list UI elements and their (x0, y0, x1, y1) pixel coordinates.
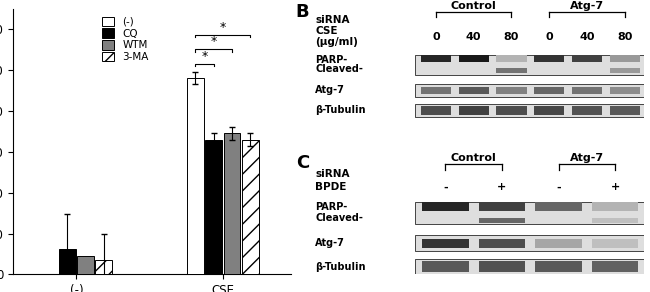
Bar (610, 106, 640, 115)
Bar (415, 104, 644, 117)
Text: -: - (556, 182, 561, 192)
Bar (415, 259, 644, 274)
Text: PARP-: PARP- (315, 202, 348, 213)
Bar (479, 202, 525, 211)
Text: +: + (497, 182, 506, 192)
Bar (497, 106, 526, 115)
Bar (592, 202, 638, 211)
Bar (592, 218, 638, 223)
Bar (459, 106, 489, 115)
Bar (459, 55, 489, 62)
Text: (μg/ml): (μg/ml) (315, 37, 358, 47)
Text: 80: 80 (504, 32, 519, 42)
Bar (572, 106, 602, 115)
Bar (497, 87, 526, 94)
Bar (205, 140, 222, 274)
Bar (497, 55, 526, 62)
Bar (415, 235, 644, 251)
Text: 80: 80 (617, 32, 632, 42)
Bar (479, 261, 525, 272)
Text: +: + (610, 182, 620, 192)
Text: siRNA: siRNA (315, 15, 350, 25)
Bar (534, 87, 564, 94)
Bar (459, 87, 489, 94)
Text: 40: 40 (579, 32, 595, 42)
Text: Atg-7: Atg-7 (570, 1, 604, 11)
Bar (422, 202, 469, 211)
Bar (224, 133, 240, 274)
Bar (421, 106, 451, 115)
Bar (497, 69, 526, 73)
Bar (479, 239, 525, 248)
Legend: (-), CQ, WTM, 3-MA: (-), CQ, WTM, 3-MA (101, 17, 149, 62)
Bar (421, 55, 451, 62)
Text: β-Tubulin: β-Tubulin (315, 262, 366, 272)
Bar (96, 260, 112, 274)
Bar (536, 261, 582, 272)
Bar (479, 218, 525, 223)
Text: siRNA: siRNA (315, 169, 350, 179)
Text: CSE: CSE (315, 26, 338, 36)
Text: Atg-7: Atg-7 (570, 153, 604, 163)
Bar (242, 140, 259, 274)
Text: Control: Control (451, 153, 497, 163)
Bar (534, 106, 564, 115)
Text: -: - (443, 182, 448, 192)
Bar (59, 249, 75, 274)
Text: *: * (211, 35, 216, 48)
Text: B: B (296, 3, 309, 21)
Text: PARP-: PARP- (315, 55, 348, 65)
Text: C: C (296, 154, 309, 172)
Bar (572, 87, 602, 94)
Bar (592, 239, 638, 248)
Bar (610, 55, 640, 62)
Text: Cleaved-: Cleaved- (315, 213, 363, 223)
Bar (187, 78, 203, 274)
Text: Atg-7: Atg-7 (315, 238, 345, 248)
Bar (572, 55, 602, 62)
Text: 0: 0 (545, 32, 553, 42)
Bar (415, 202, 644, 224)
Text: β-Tubulin: β-Tubulin (315, 105, 366, 115)
Bar (534, 55, 564, 62)
Bar (415, 55, 644, 75)
Text: *: * (202, 50, 207, 63)
Text: BPDE: BPDE (315, 182, 346, 192)
Bar (610, 87, 640, 94)
Bar (536, 239, 582, 248)
Text: 0: 0 (432, 32, 440, 42)
Text: *: * (220, 21, 226, 34)
Bar (421, 87, 451, 94)
Bar (422, 261, 469, 272)
Text: Atg-7: Atg-7 (315, 85, 345, 95)
Text: 40: 40 (466, 32, 482, 42)
Bar (592, 261, 638, 272)
Bar (536, 202, 582, 211)
Bar (415, 84, 644, 97)
Bar (610, 69, 640, 73)
Bar (422, 239, 469, 248)
Bar (77, 256, 94, 274)
Text: Control: Control (451, 1, 497, 11)
Text: Cleaved-: Cleaved- (315, 64, 363, 74)
